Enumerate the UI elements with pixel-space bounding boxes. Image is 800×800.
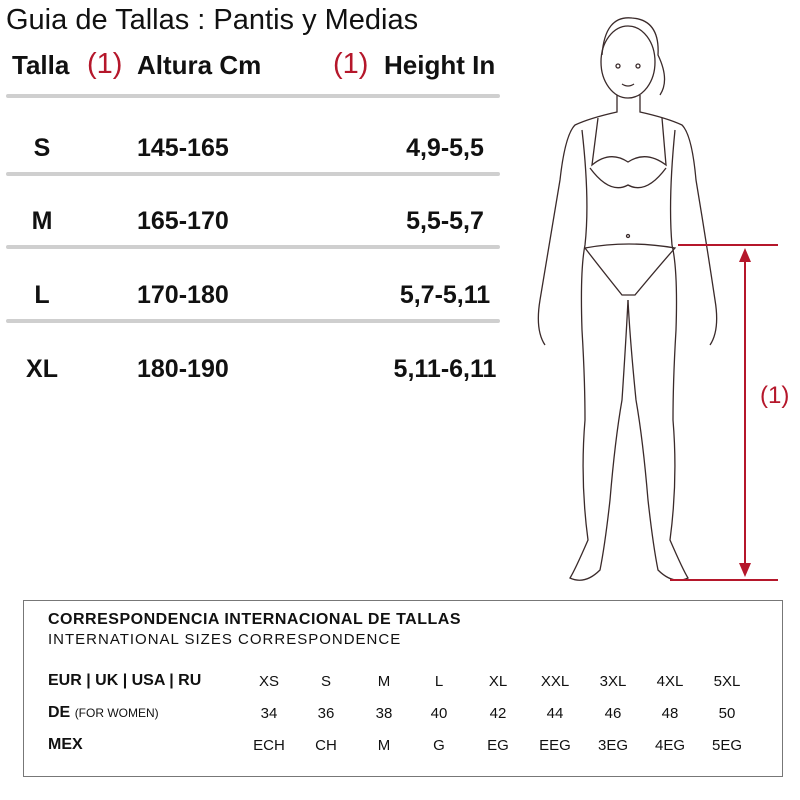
intl-value: S <box>320 673 331 690</box>
row-size: L <box>34 281 50 309</box>
row-cm: 180-190 <box>137 355 229 383</box>
intl-value: 3XL <box>599 673 627 690</box>
row-size: S <box>33 134 51 162</box>
intl-value: M <box>377 673 391 690</box>
international-sizes-table: CORRESPONDENCIA INTERNACIONAL DE TALLAS … <box>23 600 783 777</box>
intl-value: L <box>434 673 444 690</box>
intl-title: CORRESPONDENCIA INTERNACIONAL DE TALLAS <box>48 611 461 628</box>
header-marker-cm: (1) <box>87 48 123 80</box>
header-cm: Altura Cm <box>137 50 262 80</box>
label-text: EUR | UK | USA | RU <box>48 672 202 689</box>
divider <box>6 94 500 98</box>
intl-value: 34 <box>260 705 278 722</box>
label-text: MEX <box>48 736 83 753</box>
intl-value: M <box>377 737 391 754</box>
measure-label: (1) <box>760 382 790 409</box>
row-in: 5,7-5,11 <box>399 281 491 309</box>
body-figure <box>537 17 778 581</box>
intl-value: ECH <box>253 737 285 754</box>
intl-value: 36 <box>317 705 335 722</box>
intl-value: 40 <box>430 705 448 722</box>
intl-row-label: DE (FOR WOMEN) <box>48 704 159 722</box>
intl-row-label: EUR | UK | USA | RU <box>48 672 201 690</box>
intl-value: 44 <box>546 705 564 722</box>
divider <box>6 172 500 176</box>
intl-value: EEG <box>539 737 571 754</box>
row-size: M <box>31 207 53 235</box>
intl-value: 38 <box>375 705 393 722</box>
intl-value: XXL <box>540 673 570 690</box>
intl-value: 4EG <box>654 737 685 754</box>
row-cm: 170-180 <box>137 281 229 309</box>
row-in: 5,5-5,7 <box>406 207 484 235</box>
intl-value: CH <box>315 737 337 754</box>
label-text: DE <box>48 704 71 721</box>
divider <box>6 319 500 323</box>
row-cm: 145-165 <box>137 134 229 162</box>
intl-value: G <box>433 737 445 754</box>
label-note: (FOR WOMEN) <box>74 706 159 720</box>
intl-value: EG <box>487 737 509 754</box>
intl-value: 5EG <box>711 737 742 754</box>
row-in: 5,11-6,11 <box>393 355 497 383</box>
row-cm: 165-170 <box>137 207 229 235</box>
intl-value: 48 <box>661 705 679 722</box>
intl-value: 50 <box>718 705 736 722</box>
intl-value: 3EG <box>597 737 628 754</box>
divider <box>6 245 500 249</box>
header-in: Height In <box>384 50 496 80</box>
intl-value: 4XL <box>656 673 684 690</box>
intl-value: 42 <box>489 705 507 722</box>
intl-value: XL <box>488 673 508 690</box>
intl-value: XS <box>258 673 279 690</box>
intl-value: 5XL <box>713 673 741 690</box>
intl-value: 46 <box>604 705 622 722</box>
intl-subtitle: INTERNATIONAL SIZES CORRESPONDENCE <box>48 631 402 648</box>
row-in: 4,9-5,5 <box>406 134 484 162</box>
row-size: XL <box>26 355 58 383</box>
header-size: Talla <box>12 50 70 80</box>
page-title: Guia de Tallas : Pantis y Medias <box>6 4 419 36</box>
intl-row-label: MEX <box>48 736 83 754</box>
header-marker-in: (1) <box>333 48 369 80</box>
